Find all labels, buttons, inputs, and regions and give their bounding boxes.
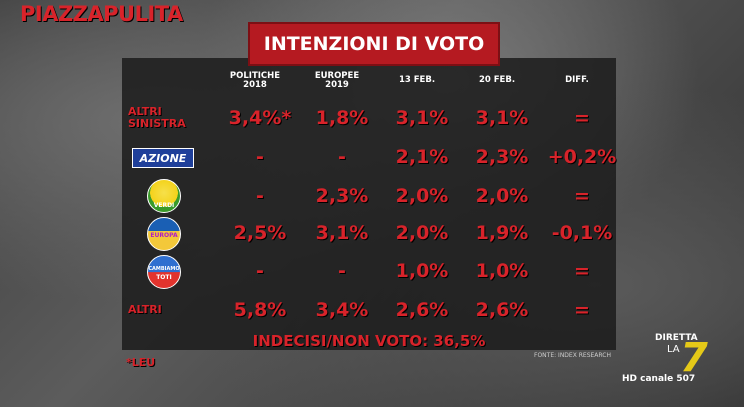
row-label-line: ALTRI xyxy=(128,105,162,118)
source-note: FONTE: INDEX RESEARCH xyxy=(534,352,611,359)
channel-la: LA xyxy=(667,344,680,355)
column-header-line: POLITICHE xyxy=(229,71,281,81)
table-row-azione: AZIONE - - 2,1% 2,3% +0,2% xyxy=(122,139,616,174)
value-diff: = xyxy=(574,298,590,321)
value-20feb: 1,9% xyxy=(475,221,529,244)
row-label-line: ALTRI xyxy=(128,303,162,316)
column-header-europee-2019: EUROPEE 2019 xyxy=(302,72,372,90)
column-header-line: 20 FEB. xyxy=(478,75,516,85)
value-20feb: 1,0% xyxy=(475,259,529,282)
column-header-20-feb: 20 FEB. xyxy=(462,76,532,85)
value-20feb: 2,3% xyxy=(475,145,529,168)
row-label-line: SINISTRA xyxy=(128,117,186,130)
value-politiche: 5,8% xyxy=(233,298,287,321)
value-13feb: 2,1% xyxy=(395,145,449,168)
undecided-footer: INDECISI/NON VOTO: 36,5% xyxy=(252,332,486,350)
logo-text: CAMBIAMO TOTI xyxy=(148,266,179,284)
value-politiche: - xyxy=(256,145,264,168)
azione-logo: AZIONE xyxy=(132,148,194,168)
value-20feb: 2,0% xyxy=(475,184,529,207)
column-header-13-feb: 13 FEB. xyxy=(382,76,452,85)
value-politiche: 3,4%* xyxy=(228,106,292,129)
table-row-verdi: VERDI - 2,3% 2,0% 2,0% = xyxy=(122,178,616,213)
title-banner: INTENZIONI DI VOTO xyxy=(248,22,500,66)
value-diff: = xyxy=(574,184,590,207)
table-row-altri-sinistra: ALTRI SINISTRA 3,4%* 1,8% 3,1% 3,1% = xyxy=(122,100,616,135)
value-europee: - xyxy=(338,145,346,168)
table-row-europa: EUROPA 2,5% 3,1% 2,0% 1,9% -0,1% xyxy=(122,215,616,251)
value-europee: 2,3% xyxy=(315,184,369,207)
value-13feb: 2,0% xyxy=(395,221,449,244)
value-20feb: 3,1% xyxy=(475,106,529,129)
brand-logo: PIAZZAPULITA xyxy=(20,2,183,26)
logo-text: VERDI xyxy=(153,202,175,209)
value-europee: 3,1% xyxy=(315,221,369,244)
table-row-cambiamo-toti: CAMBIAMO TOTI - - 1,0% 1,0% = xyxy=(122,253,616,289)
channel-diretta: DIRETTA xyxy=(655,333,698,343)
page-title: INTENZIONI DI VOTO xyxy=(263,33,485,55)
column-header-line: EUROPEE xyxy=(314,71,360,81)
cambiamo-toti-logo: CAMBIAMO TOTI xyxy=(147,255,181,289)
value-politiche: - xyxy=(256,184,264,207)
column-header-politiche-2018: POLITICHE 2018 xyxy=(220,72,290,90)
column-header-line: 13 FEB. xyxy=(398,75,436,85)
value-europee: 3,4% xyxy=(315,298,369,321)
channel-seven-logo: 7 xyxy=(680,335,708,381)
value-diff: = xyxy=(574,106,590,129)
logo-text-line: TOTI xyxy=(156,274,172,281)
row-label: ALTRI SINISTRA xyxy=(128,106,186,130)
value-diff: -0,1% xyxy=(551,221,613,244)
value-13feb: 3,1% xyxy=(395,106,449,129)
value-europee: 1,8% xyxy=(315,106,369,129)
value-13feb: 2,0% xyxy=(395,184,449,207)
column-header-line: DIFF. xyxy=(565,75,589,85)
logo-text-line: CAMBIAMO xyxy=(148,266,180,272)
value-13feb: 1,0% xyxy=(395,259,449,282)
value-politiche: - xyxy=(256,259,264,282)
column-header-line: 2018 xyxy=(243,80,267,90)
value-europee: - xyxy=(338,259,346,282)
column-header-diff: DIFF. xyxy=(542,76,612,85)
europa-logo: EUROPA xyxy=(147,217,181,251)
value-politiche: 2,5% xyxy=(233,221,287,244)
logo-text: EUROPA xyxy=(150,232,178,239)
column-header-line: 2019 xyxy=(325,80,349,90)
row-label: ALTRI xyxy=(128,304,162,316)
value-diff: = xyxy=(574,259,590,282)
poll-table-panel xyxy=(122,58,616,350)
footnote: *LEU xyxy=(126,356,156,369)
channel-hd-label: HD canale 507 xyxy=(622,374,696,384)
value-diff: +0,2% xyxy=(547,145,617,168)
logo-text: AZIONE xyxy=(139,151,187,165)
value-20feb: 2,6% xyxy=(475,298,529,321)
table-row-altri: ALTRI 5,8% 3,4% 2,6% 2,6% = xyxy=(122,292,616,327)
value-13feb: 2,6% xyxy=(395,298,449,321)
verdi-logo: VERDI xyxy=(147,179,181,213)
